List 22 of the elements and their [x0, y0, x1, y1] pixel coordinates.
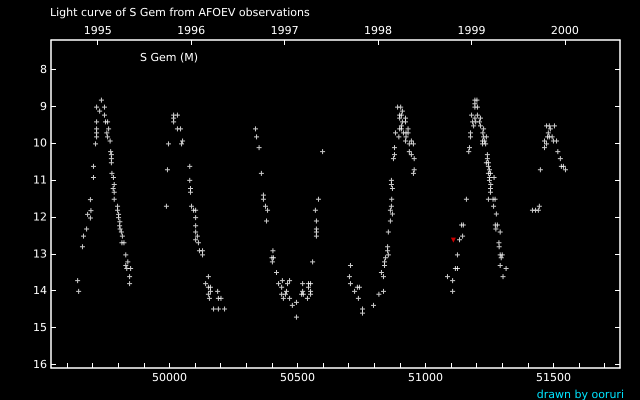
- y-tick-label: 13: [33, 247, 47, 260]
- y-tick-label: 15: [33, 320, 47, 334]
- y-tick-label: 12: [33, 210, 47, 224]
- x2-tick-label: 1995: [84, 24, 112, 37]
- x2-tick-label: 2000: [550, 24, 579, 37]
- y-tick-label: 10: [33, 136, 47, 150]
- y-tick-label: 16: [33, 358, 47, 371]
- x-tick-label: 51500: [536, 371, 571, 384]
- x2-tick-label: 1996: [177, 24, 206, 37]
- y-tick-label: 8: [40, 62, 47, 76]
- y-tick-label: 11: [33, 174, 47, 187]
- y-tick-label: 9: [40, 100, 47, 113]
- x-tick-label: 51000: [408, 371, 443, 384]
- x-tick-label: 50000: [152, 371, 188, 384]
- annotation: S Gem (M): [140, 51, 198, 64]
- x2-tick-label: 1998: [364, 24, 392, 37]
- x2-tick-label: 1999: [457, 24, 486, 37]
- y-tick-label: 14: [33, 284, 47, 298]
- x2-tick-label: 1997: [270, 24, 299, 37]
- x-tick-label: 50500: [280, 371, 315, 384]
- chart-title: Light curve of S Gem from AFOEV observations: [50, 6, 310, 19]
- text: drawn by ooruri: [536, 388, 624, 400]
